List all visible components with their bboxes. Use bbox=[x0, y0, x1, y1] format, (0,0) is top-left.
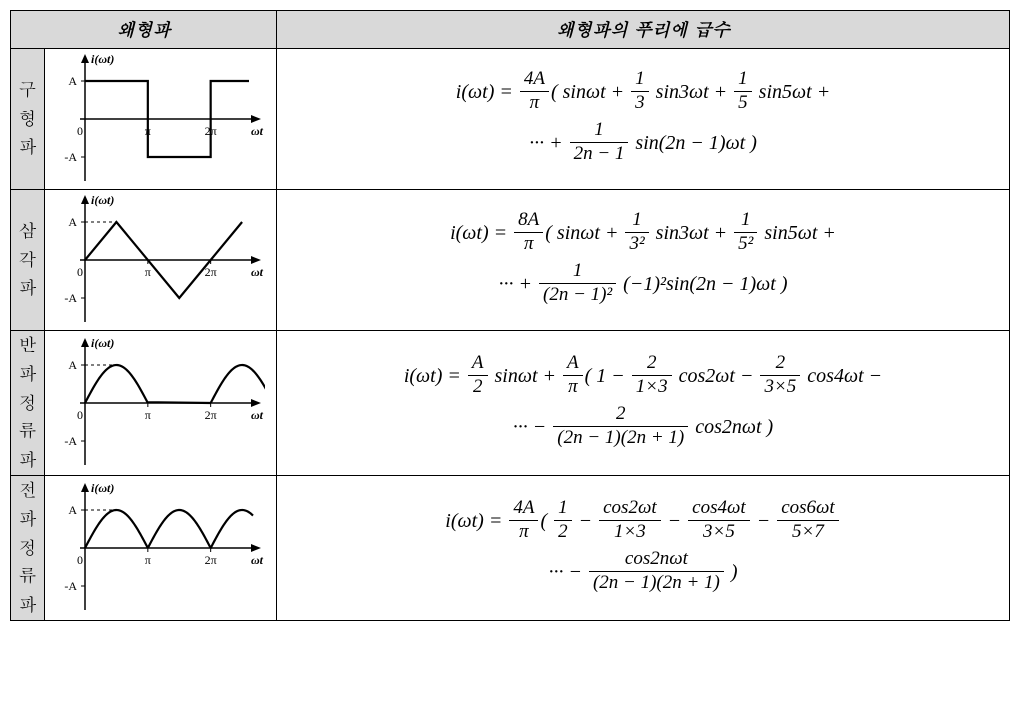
svg-text:ωt: ωt bbox=[251, 265, 264, 279]
waveform-graph: i(ωt) ωt A -A0 π 2π bbox=[45, 331, 277, 476]
svg-text:ωt: ωt bbox=[251, 124, 264, 138]
svg-text:π: π bbox=[145, 553, 151, 567]
svg-text:i(ωt): i(ωt) bbox=[91, 193, 114, 207]
svg-text:0: 0 bbox=[77, 265, 83, 279]
svg-text:0: 0 bbox=[77, 408, 83, 422]
svg-text:A: A bbox=[68, 215, 77, 229]
fourier-formula: i(ωt) = A2 sinωt + Aπ( 1 − 21×3 cos2ωt −… bbox=[277, 331, 1010, 476]
svg-text:0: 0 bbox=[77, 553, 83, 567]
header-waveform: 왜형파 bbox=[11, 11, 277, 49]
svg-text:-A: -A bbox=[64, 434, 77, 448]
svg-text:2π: 2π bbox=[205, 265, 217, 279]
svg-text:i(ωt): i(ωt) bbox=[91, 336, 114, 350]
svg-text:2π: 2π bbox=[205, 408, 217, 422]
svg-text:i(ωt): i(ωt) bbox=[91, 481, 114, 495]
row-label: 구형파 bbox=[11, 49, 45, 190]
row-label: 삼각파 bbox=[11, 190, 45, 331]
svg-text:-A: -A bbox=[64, 150, 77, 164]
svg-text:i(ωt): i(ωt) bbox=[91, 52, 114, 66]
svg-text:A: A bbox=[68, 503, 77, 517]
svg-text:0: 0 bbox=[77, 124, 83, 138]
svg-text:A: A bbox=[68, 358, 77, 372]
svg-text:A: A bbox=[68, 74, 77, 88]
svg-text:π: π bbox=[145, 408, 151, 422]
row-label: 전파정류파 bbox=[11, 475, 45, 620]
waveform-graph: i(ωt)ωtA-A0π2π bbox=[45, 49, 277, 190]
row-label: 반파정류파 bbox=[11, 331, 45, 476]
fourier-formula: i(ωt) = 4Aπ( 12 − cos2ωt1×3 − cos4ωt3×5 … bbox=[277, 475, 1010, 620]
header-fourier: 왜형파의 푸리에 급수 bbox=[277, 11, 1010, 49]
svg-text:-A: -A bbox=[64, 579, 77, 593]
svg-text:-A: -A bbox=[64, 291, 77, 305]
fourier-formula: i(ωt) = 4Aπ( sinωt + 13 sin3ωt + 15 sin5… bbox=[277, 49, 1010, 190]
fourier-formula: i(ωt) = 8Aπ( sinωt + 13² sin3ωt + 15² si… bbox=[277, 190, 1010, 331]
svg-text:ωt: ωt bbox=[251, 408, 264, 422]
svg-text:π: π bbox=[145, 265, 151, 279]
fourier-table: 왜형파 왜형파의 푸리에 급수 구형파i(ωt)ωtA-A0π2π i(ωt) … bbox=[10, 10, 1010, 621]
svg-text:ωt: ωt bbox=[251, 553, 264, 567]
waveform-graph: i(ωt) ωt A -A0 π 2π bbox=[45, 190, 277, 331]
waveform-graph: i(ωt) ωt A -A0 π 2π bbox=[45, 475, 277, 620]
svg-text:2π: 2π bbox=[205, 553, 217, 567]
